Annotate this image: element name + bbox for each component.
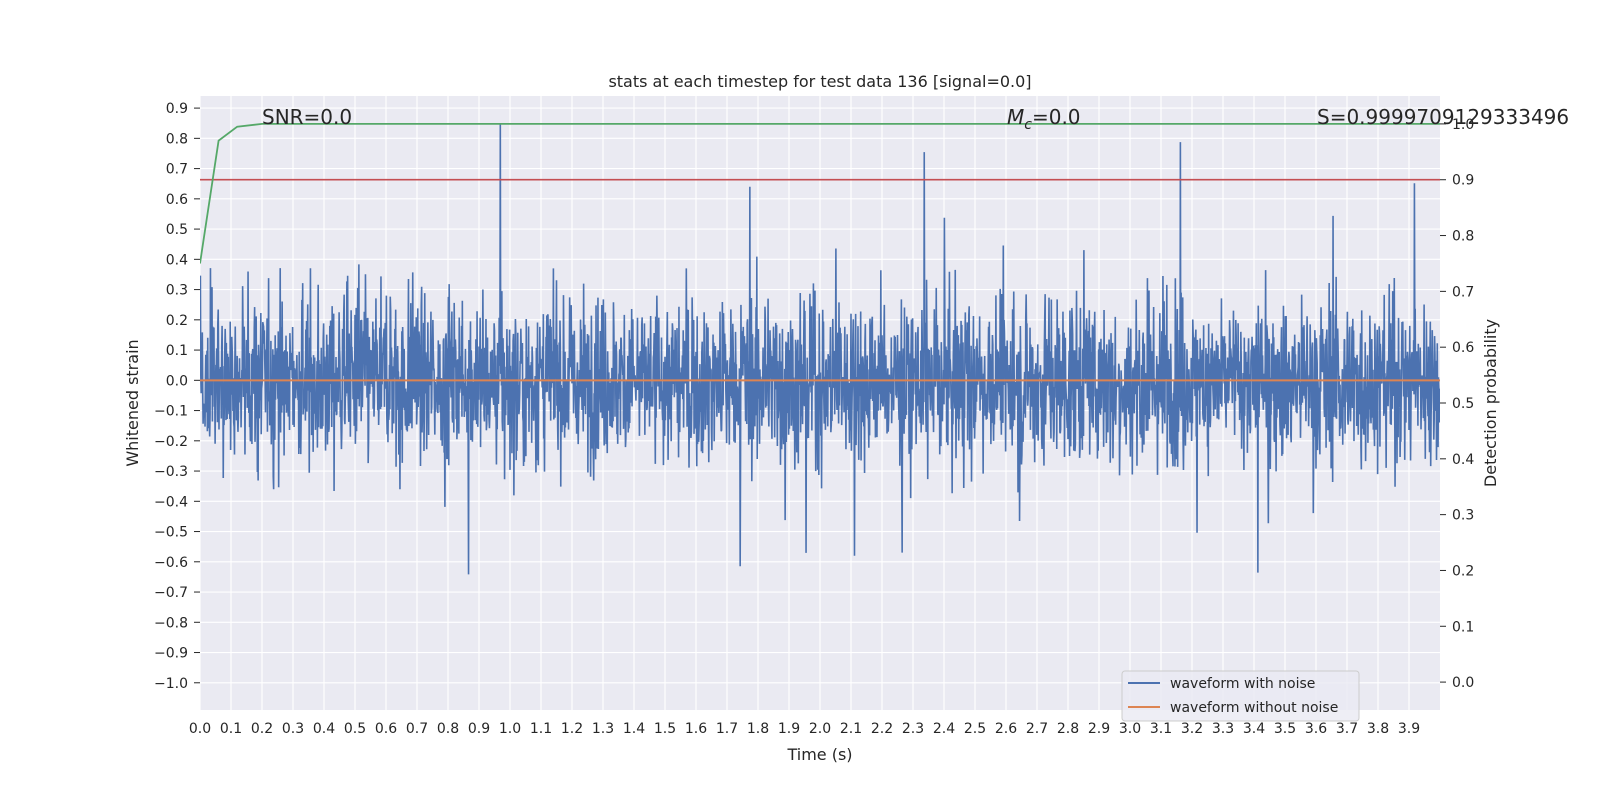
y2-tick-label: 0.7 <box>1452 284 1474 300</box>
x-tick-label: 3.0 <box>1119 721 1141 737</box>
y-tick-label: −0.8 <box>154 615 188 631</box>
y-tick-label: 0.9 <box>166 101 188 117</box>
x-tick-label: 2.8 <box>1057 721 1079 737</box>
mc-value: =0.0 <box>1032 105 1081 129</box>
x-tick-label: 2.4 <box>933 721 955 737</box>
legend: waveform with noise waveform without noi… <box>1121 670 1360 722</box>
y-tick-label: −0.1 <box>154 404 188 420</box>
y2-tick-label: 0.0 <box>1452 675 1474 691</box>
y2-tick-label: 0.3 <box>1452 508 1474 524</box>
x-tick-label: 2.6 <box>995 721 1017 737</box>
legend-label-noise: waveform with noise <box>1170 676 1315 692</box>
x-tick-label: 2.5 <box>964 721 986 737</box>
x-tick-label: 0.7 <box>406 721 428 737</box>
legend-box <box>1121 670 1360 722</box>
waveform-with-noise-line <box>200 123 1440 575</box>
y2-tick-label: 0.2 <box>1452 563 1474 579</box>
x-tick-label: 1.9 <box>778 721 800 737</box>
y2-tick-label: 0.4 <box>1452 452 1474 468</box>
y2-tick-label: 0.8 <box>1452 229 1474 245</box>
x-tick-label: 0.6 <box>375 721 397 737</box>
x-tick-label: 3.5 <box>1274 721 1296 737</box>
y2-tick-label: 0.1 <box>1452 619 1474 635</box>
y-tick-label: 0.0 <box>166 373 188 389</box>
y-tick-label: −0.7 <box>154 585 188 601</box>
x-tick-label: 3.7 <box>1336 721 1358 737</box>
y-tick-label: −1.0 <box>154 676 188 692</box>
x-tick-label: 0.5 <box>344 721 366 737</box>
y-tick-label: 0.5 <box>166 222 188 238</box>
mc-annotation: Mc=0.0 <box>1007 105 1081 133</box>
snr-annotation: SNR=0.0 <box>262 105 352 129</box>
mc-symbol: M <box>1007 105 1024 129</box>
y2-tick-label: 0.5 <box>1452 396 1474 412</box>
y2-axis-label: Detection probability <box>1481 319 1500 487</box>
y-tick-label: −0.9 <box>154 646 188 662</box>
y-tick-label: −0.2 <box>154 434 188 450</box>
x-tick-label: 3.8 <box>1367 721 1389 737</box>
y-tick-label: −0.4 <box>154 494 188 510</box>
x-tick-label: 0.8 <box>437 721 459 737</box>
x-tick-label: 2.3 <box>902 721 924 737</box>
x-tick-label: 3.9 <box>1398 721 1420 737</box>
y-tick-label: 0.1 <box>166 343 188 359</box>
x-axis-label: Time (s) <box>786 745 852 764</box>
x-tick-label: 3.1 <box>1150 721 1172 737</box>
legend-label-clean: waveform without noise <box>1170 700 1338 716</box>
y-tick-label: 0.3 <box>166 283 188 299</box>
series-waveform-with-noise <box>200 123 1440 575</box>
x-tick-label: 0.1 <box>220 721 242 737</box>
chart-title: stats at each timestep for test data 136… <box>608 72 1031 91</box>
x-tick-label: 2.1 <box>840 721 862 737</box>
x-tick-labels: 0.0 0.1 0.2 0.3 0.4 0.5 0.6 0.7 0.8 0.9 1.0 1.1 1.2 1… <box>189 721 1420 737</box>
detection-probability-line <box>200 123 1440 264</box>
y2-tick-labels: 1.0 0.9 0.8 0.7 0.6 0.5 0.4 0.3 0.2 0.1 0.0 <box>1440 117 1474 691</box>
y-tick-labels: 0.9 0.8 0.7 0.6 0.5 0.4 0.3 0.2 0.1 0.0 −0.1 −0.2 −0… <box>154 101 200 692</box>
x-tick-label: 3.3 <box>1212 721 1234 737</box>
y2-tick-label: 0.6 <box>1452 340 1474 356</box>
x-tick-label: 1.8 <box>747 721 769 737</box>
x-tick-label: 1.5 <box>654 721 676 737</box>
x-tick-label: 0.9 <box>468 721 490 737</box>
x-tick-label: 2.7 <box>1026 721 1048 737</box>
y-tick-label: 0.4 <box>166 252 188 268</box>
x-tick-label: 0.4 <box>313 721 335 737</box>
x-tick-label: 2.9 <box>1088 721 1110 737</box>
x-tick-label: 1.6 <box>685 721 707 737</box>
mc-subscript: c <box>1024 117 1032 133</box>
x-tick-label: 1.4 <box>623 721 645 737</box>
x-tick-label: 0.3 <box>282 721 304 737</box>
x-tick-label: 3.2 <box>1181 721 1203 737</box>
x-tick-label: 1.1 <box>530 721 552 737</box>
y2-tick-label: 0.9 <box>1452 173 1474 189</box>
x-tick-label: 1.7 <box>716 721 738 737</box>
s-annotation: S=0.9999709129333496 <box>1317 105 1569 129</box>
x-tick-label: 1.0 <box>499 721 521 737</box>
x-tick-label: 2.2 <box>871 721 893 737</box>
y-tick-label: −0.5 <box>154 525 188 541</box>
x-tick-label: 1.3 <box>592 721 614 737</box>
y-tick-label: 0.6 <box>166 192 188 208</box>
x-tick-label: 0.0 <box>189 721 211 737</box>
y-tick-label: 0.7 <box>166 162 188 178</box>
x-tick-label: 0.2 <box>251 721 273 737</box>
y-axis-label: Whitened strain <box>123 339 142 466</box>
x-tick-label: 1.2 <box>561 721 583 737</box>
y-tick-label: 0.2 <box>166 313 188 329</box>
x-tick-label: 3.4 <box>1243 721 1265 737</box>
y-tick-label: −0.3 <box>154 464 188 480</box>
x-tick-label: 2.0 <box>809 721 831 737</box>
y2-tick-label: 1.0 <box>1452 117 1474 133</box>
y-tick-label: −0.6 <box>154 555 188 571</box>
y-tick-label: 0.8 <box>166 131 188 147</box>
x-tick-label: 3.6 <box>1305 721 1327 737</box>
